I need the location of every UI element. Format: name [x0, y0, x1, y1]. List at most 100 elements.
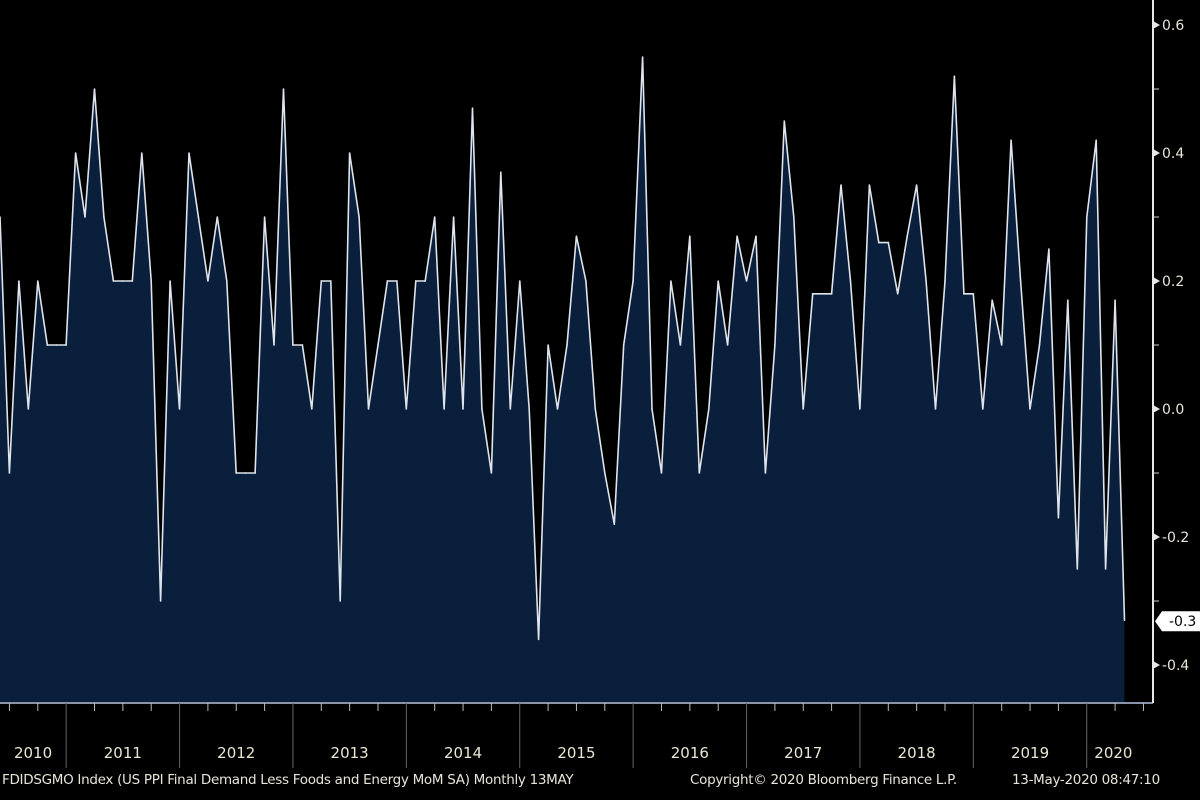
data-point	[679, 344, 682, 346]
data-point	[226, 280, 228, 282]
data-point	[112, 280, 115, 282]
x-tick-label: 2020	[1094, 744, 1132, 762]
data-point	[490, 472, 493, 474]
last-value-badge	[1155, 611, 1200, 632]
data-point	[471, 107, 474, 109]
data-point	[405, 408, 408, 410]
data-point	[311, 408, 313, 410]
data-point	[301, 344, 304, 346]
y-tick-marker	[1153, 149, 1160, 157]
data-point	[37, 280, 39, 282]
plot-area	[0, 56, 1126, 703]
data-point	[1067, 299, 1069, 302]
y-axis: 0.6 0.4 0.2 0.0 -0.2 -0.4 -0.3	[1152, 0, 1200, 703]
data-point	[65, 344, 67, 346]
data-point	[1114, 299, 1116, 302]
data-point	[878, 241, 880, 244]
y-tick-label: 0.4	[1162, 146, 1184, 162]
data-point	[708, 408, 710, 410]
last-value-label: -0.3	[1169, 614, 1196, 630]
y-tick-marker	[1153, 405, 1160, 413]
data-point	[462, 408, 464, 410]
data-point	[972, 293, 975, 295]
data-point	[244, 472, 247, 474]
data-point	[84, 216, 86, 218]
x-tick-label: 2014	[444, 744, 482, 762]
y-tick-label: -0.2	[1162, 530, 1189, 546]
data-point	[1123, 619, 1126, 621]
data-point	[367, 408, 370, 410]
data-point	[982, 408, 984, 410]
data-point	[273, 344, 275, 346]
data-point	[821, 293, 823, 295]
data-point	[1019, 280, 1022, 282]
data-point	[500, 171, 502, 173]
data-point	[604, 472, 606, 474]
data-point	[934, 408, 937, 410]
data-point	[481, 408, 483, 410]
data-point	[1048, 248, 1050, 250]
data-point	[178, 408, 181, 410]
data-point	[150, 280, 152, 282]
data-point	[377, 344, 379, 346]
x-tick-label: 2012	[217, 744, 255, 762]
data-point	[1095, 139, 1097, 141]
data-point	[339, 600, 342, 602]
data-point	[660, 472, 663, 474]
chart: 2010 2011 2012 2013 2014 2015 2016 2017 2018 2019…	[0, 0, 1200, 768]
data-point	[944, 280, 946, 282]
y-tick-marker	[1153, 533, 1160, 541]
data-point	[745, 280, 748, 282]
footer-copyright: Copyright© 2020 Bloomberg Finance L.P.	[690, 772, 957, 788]
data-point	[764, 472, 767, 474]
data-point	[556, 408, 559, 410]
data-point	[774, 344, 776, 346]
y-tick-label: 0.6	[1162, 18, 1184, 34]
data-point	[159, 600, 162, 602]
data-point	[188, 152, 190, 154]
x-tick-label: 2015	[557, 744, 595, 762]
data-point	[18, 280, 20, 282]
data-point	[726, 344, 729, 346]
data-point	[330, 280, 332, 282]
data-point	[292, 344, 294, 346]
data-point	[207, 280, 209, 282]
data-point	[896, 293, 899, 295]
data-point	[736, 235, 738, 237]
data-point	[953, 75, 956, 77]
data-point	[698, 472, 701, 474]
x-tick-label: 2011	[104, 744, 142, 762]
data-point	[348, 152, 351, 154]
data-point	[1038, 344, 1041, 346]
data-point	[632, 280, 634, 282]
data-point	[386, 280, 389, 282]
data-point	[122, 280, 124, 282]
data-point	[1029, 408, 1031, 410]
x-tick-label: 2010	[14, 744, 52, 762]
data-point	[575, 235, 578, 237]
data-point	[131, 280, 134, 282]
data-point	[859, 408, 861, 410]
data-point	[566, 344, 568, 346]
data-point	[55, 344, 58, 346]
data-point	[1076, 568, 1079, 570]
data-point	[963, 293, 965, 295]
data-point	[396, 280, 398, 282]
data-point	[0, 216, 1, 218]
data-point	[670, 280, 672, 282]
y-tick-label: 0.0	[1162, 402, 1184, 418]
y-tick-marker	[1153, 277, 1160, 285]
y-tick-marker	[1153, 21, 1160, 29]
data-point	[27, 408, 30, 410]
data-point	[452, 216, 455, 218]
y-tick-marker	[1153, 661, 1160, 669]
data-point	[443, 408, 445, 410]
data-point	[169, 280, 171, 282]
data-point	[74, 152, 77, 154]
data-point	[519, 280, 521, 282]
data-point	[802, 408, 804, 410]
data-point	[1000, 344, 1003, 346]
x-tick-label: 2018	[898, 744, 936, 762]
data-point	[689, 235, 691, 237]
data-point	[613, 523, 616, 525]
